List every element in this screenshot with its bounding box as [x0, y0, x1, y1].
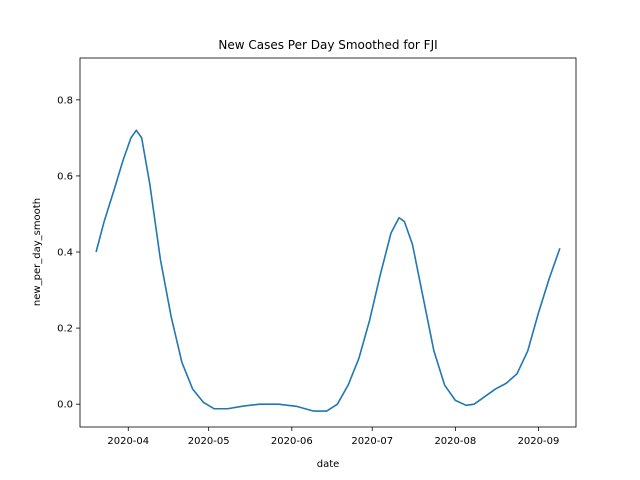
- x-axis: 2020-04 2020-05 2020-06 2020-07 2020-08 2020-…: [107, 427, 559, 447]
- y-tick-label: 0.6: [57, 171, 73, 182]
- y-axis: 0.0 0.2 0.4 0.6 0.8: [57, 95, 80, 411]
- x-tick-label: 2020-06: [271, 436, 313, 447]
- x-axis-label: date: [317, 459, 340, 470]
- plot-area: [79, 57, 577, 428]
- y-tick-label: 0.4: [57, 248, 73, 259]
- chart-title: New Cases Per Day Smoothed for FJI: [218, 38, 437, 52]
- x-tick-label: 2020-09: [518, 436, 560, 447]
- plot-frame: [79, 57, 577, 428]
- y-axis-label: new_per_day_smooth: [32, 198, 43, 306]
- y-tick-label: 0.2: [57, 324, 73, 335]
- y-tick-label: 0.8: [57, 95, 73, 106]
- x-tick-label: 2020-07: [351, 436, 393, 447]
- x-tick-label: 2020-04: [107, 436, 149, 447]
- series-line-0: [95, 129, 561, 412]
- x-tick-label: 2020-08: [434, 436, 476, 447]
- x-tick-label: 2020-05: [188, 436, 230, 447]
- y-tick-label: 0.0: [57, 400, 73, 411]
